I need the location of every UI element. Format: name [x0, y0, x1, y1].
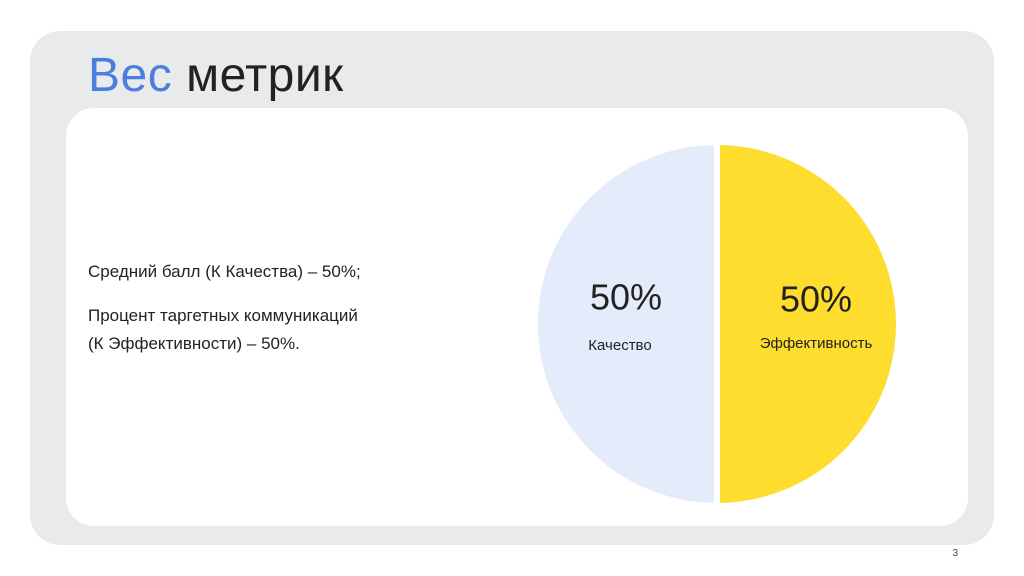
quality-weight-text: Средний балл (К Качества) – 50%; [88, 258, 448, 286]
slice-category-label: Эффективность [760, 335, 873, 352]
metrics-description: Средний балл (К Качества) – 50%; Процент… [88, 258, 448, 374]
title-accent: Вес [88, 49, 173, 102]
efficiency-weight-text: Процент таргетных коммуникаций (К Эффект… [88, 302, 448, 358]
slide-title: Вес метрик [88, 46, 344, 106]
text-line: (К Эффективности) – 50%. [88, 334, 300, 353]
slice-percent-label: 50% [590, 277, 662, 318]
page-number: 3 [952, 548, 958, 559]
pie-slice-quality [532, 139, 720, 509]
title-rest: метрик [186, 49, 344, 102]
slice-category-label: Качество [588, 337, 651, 354]
text-line: Средний балл (К Качества) – 50%; [88, 262, 361, 281]
text-line: Процент таргетных коммуникаций [88, 306, 358, 325]
pie-slice-efficiency [714, 139, 902, 509]
slice-percent-label: 50% [780, 279, 852, 320]
